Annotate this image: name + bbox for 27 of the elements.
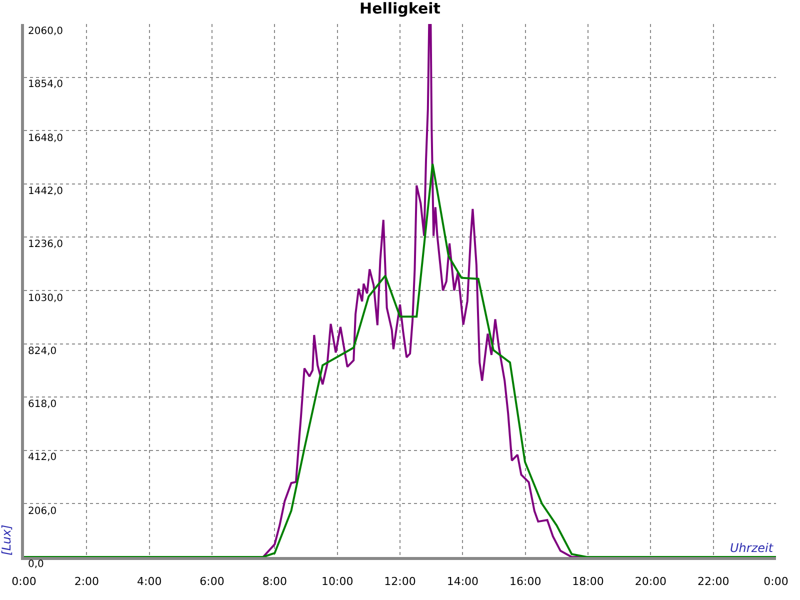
y-tick-label: 1030,0 bbox=[28, 293, 63, 304]
x-tick-label: 16:00 bbox=[509, 575, 542, 588]
y-tick-label: 2060,0 bbox=[28, 26, 63, 37]
y-tick-label: 1854,0 bbox=[28, 79, 63, 90]
x-tick-label: 4:00 bbox=[136, 575, 162, 588]
y-tick-label: 206,0 bbox=[28, 506, 57, 517]
x-tick-label: 0:00 bbox=[764, 575, 788, 588]
y-axis-title: [Lux] bbox=[0, 524, 14, 556]
x-tick-label: 22:00 bbox=[697, 575, 730, 588]
x-tick-label: 10:00 bbox=[321, 575, 354, 588]
y-tick-label: 1648,0 bbox=[28, 133, 63, 144]
x-tick-label: 0:00 bbox=[12, 575, 36, 588]
x-tick-label: 2:00 bbox=[74, 575, 100, 588]
x-tick-label: 6:00 bbox=[200, 575, 224, 588]
chart-title: Helligkeit bbox=[360, 0, 440, 18]
x-tick-label: 20:00 bbox=[634, 575, 667, 588]
x-tick-label: 14:00 bbox=[446, 575, 479, 588]
y-tick-label: 1236,0 bbox=[28, 239, 63, 250]
x-tick-label: 8:00 bbox=[262, 575, 288, 588]
x-tick-label: 12:00 bbox=[384, 575, 416, 588]
x-axis-title: Uhrzeit bbox=[730, 541, 774, 555]
x-tick-label: 18:00 bbox=[572, 575, 604, 588]
y-tick-label: 412,0 bbox=[28, 452, 57, 463]
y-tick-label: 1442,0 bbox=[28, 186, 63, 197]
y-tick-label: 0,0 bbox=[28, 559, 44, 570]
y-tick-label: 618,0 bbox=[28, 399, 57, 410]
y-tick-label: 824,0 bbox=[28, 346, 57, 357]
